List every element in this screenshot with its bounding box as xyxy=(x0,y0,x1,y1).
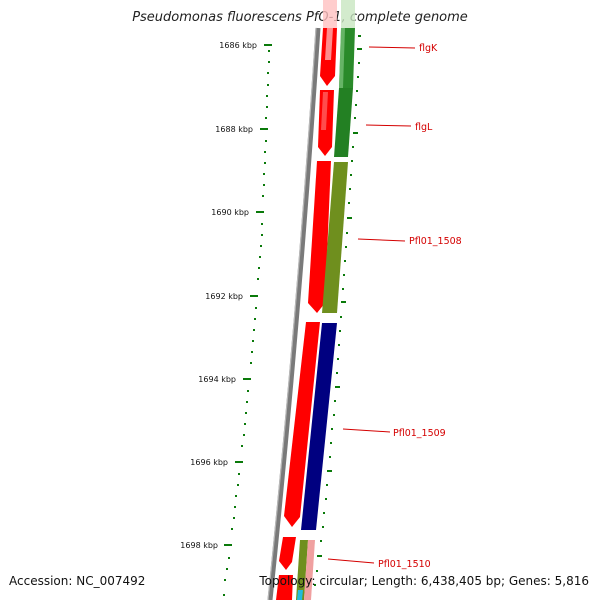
cds-feature[interactable] xyxy=(318,90,334,156)
gene-label-flgL[interactable]: flgL xyxy=(415,122,433,133)
cds-feature[interactable] xyxy=(284,322,320,527)
gene-labels: flgK flgL Pfl01_1508 Pfl01_1509 Pfl01_15… xyxy=(327,43,462,570)
cds-feature[interactable] xyxy=(279,537,296,570)
cds-feature[interactable] xyxy=(276,575,293,600)
scale-label-1688: 1688 kbp xyxy=(215,125,253,134)
genome-summary-text: Topology: circular; Length: 6,438,405 bp… xyxy=(259,574,589,588)
scale-label-1686: 1686 kbp xyxy=(219,41,257,50)
gene-label-pfl01-1510[interactable]: Pfl01_1510 xyxy=(378,559,431,570)
scale-label-1694: 1694 kbp xyxy=(198,375,236,384)
scale-labels: 1686 kbp 1688 kbp 1690 kbp 1692 kbp 1694… xyxy=(180,41,257,550)
scale-label-1692: 1692 kbp xyxy=(205,292,243,301)
gene-label-flgK[interactable]: flgK xyxy=(419,43,438,54)
gene-label-pfl01-1509[interactable]: Pfl01_1509 xyxy=(393,428,446,439)
accession-text: Accession: NC_007492 xyxy=(9,574,146,588)
map-title: Pseudomonas fluorescens PfO-1, complete … xyxy=(132,10,468,25)
scale-ticks xyxy=(223,35,362,596)
scale-label-1698: 1698 kbp xyxy=(180,541,218,550)
gene-label-pfl01-1508[interactable]: Pfl01_1508 xyxy=(409,236,462,247)
scale-label-1696: 1696 kbp xyxy=(190,458,228,467)
scale-label-1690: 1690 kbp xyxy=(211,208,249,217)
analysis-track xyxy=(296,0,355,600)
genome-backbone xyxy=(267,27,321,600)
